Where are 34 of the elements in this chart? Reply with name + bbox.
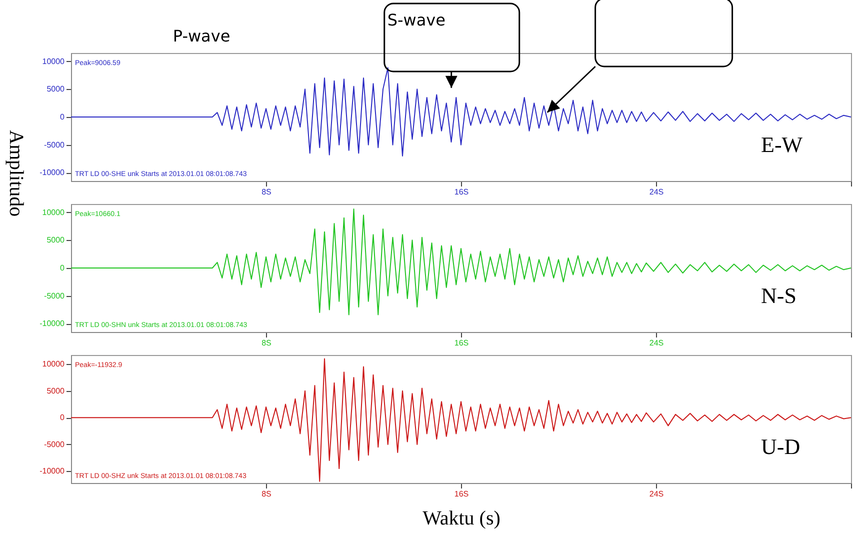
x-axis-title: Waktu (s) [422,508,500,530]
x-tick-label: 16S [454,338,469,348]
y-axis-title: Amplitudo [4,130,27,217]
y-tick-label: -5000 [44,140,66,150]
y-tick-label: 10000 [42,360,66,369]
y-tick-label: 5000 [46,236,66,245]
line-series [71,358,851,482]
text: N-S [761,283,796,308]
x-tick-label: 24S [649,338,664,348]
x-tick-label: 16S [454,490,469,498]
text: E-W [761,132,803,158]
y-tick-label: 0 [60,264,66,272]
y-tick-label: -5000 [44,440,66,449]
line-series [71,208,851,316]
text: S-wave [387,10,446,30]
y-tick-label: 0 [60,413,66,422]
y-tick-label: 0 [60,112,66,122]
y-tick-label: -10000 [40,319,66,328]
x-tick-label: 8S [262,338,272,348]
x-tick-label: 8S [262,490,272,498]
y-tick-label: -10000 [40,168,66,178]
x-tick-label: 24S [649,490,664,498]
line-series [71,67,851,156]
text: P-wave [172,26,230,46]
y-tick-label: -5000 [44,291,66,300]
x-tick-label: 8S [262,188,272,196]
x-tick-label: 16S [454,188,469,196]
y-tick-label: 10000 [42,56,66,66]
y-tick-label: -10000 [40,466,66,476]
y-tick-label: 10000 [42,208,66,217]
y-tick-label: 5000 [46,84,66,94]
y-tick-label: 5000 [46,386,66,396]
text: U-D [761,434,800,460]
x-tick-label: 24S [649,188,664,196]
